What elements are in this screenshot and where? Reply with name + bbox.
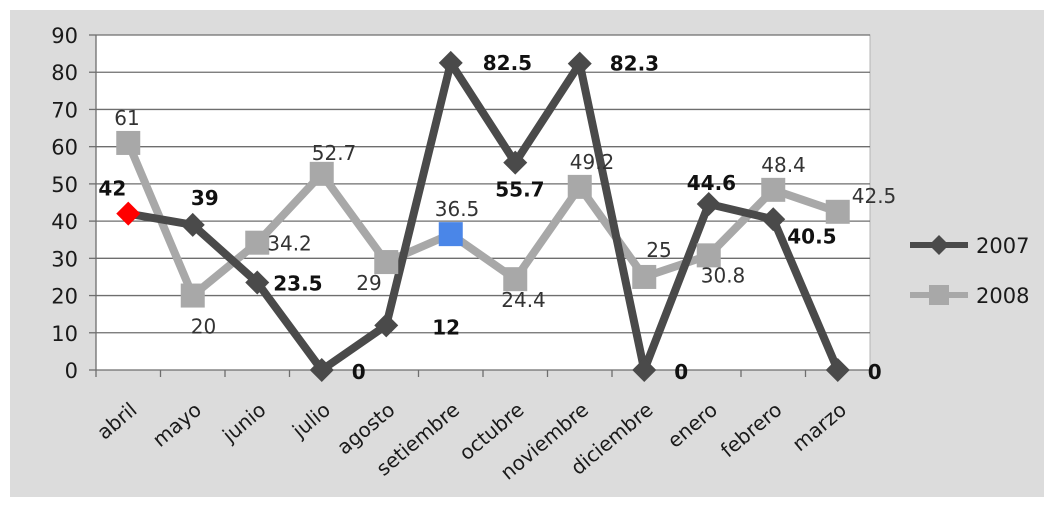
- data-point-2008: [503, 267, 528, 292]
- data-label-2008: 25: [646, 238, 671, 262]
- data-label-2008: 34.2: [267, 232, 312, 256]
- data-label-2008: 36.5: [435, 197, 480, 221]
- y-tick-label: 20: [51, 285, 78, 309]
- data-point-2007: [245, 270, 270, 295]
- data-label-2007: 82.3: [610, 52, 659, 76]
- data-point-2008: [696, 243, 721, 268]
- data-label-2008: 30.8: [701, 263, 746, 287]
- data-label-2007: 55.7: [495, 178, 544, 202]
- data-point-2008: [374, 250, 399, 275]
- data-point-2008: [567, 174, 592, 199]
- legend: 2007 2008: [910, 234, 1029, 308]
- data-label-2008: 52.7: [312, 141, 357, 165]
- data-point-2007: [503, 150, 528, 175]
- data-point-2007: [825, 358, 850, 382]
- y-tick-label: 50: [51, 173, 78, 197]
- series-line-2007: [127, 58, 842, 374]
- data-point-2008: [825, 199, 850, 224]
- data-label-2008: 61: [114, 106, 139, 130]
- data-label-2007: 39: [191, 186, 219, 210]
- data-point-2007: [567, 51, 592, 76]
- y-tick-label: 30: [51, 247, 78, 271]
- data-label-2007: 0: [674, 360, 688, 384]
- data-point-2008: [632, 264, 657, 289]
- data-point-2008: [245, 230, 270, 255]
- data-label-2008: 42.5: [852, 184, 897, 208]
- legend-label-2008: 2008: [976, 284, 1029, 308]
- data-label-2007: 23.5: [273, 272, 322, 296]
- legend-marker-2007: [929, 235, 949, 255]
- data-label-2007: 42: [98, 177, 126, 201]
- legend-marker-2008: [929, 285, 949, 305]
- y-axis: 0 10 20 30 40 50 60 70 80 90: [51, 24, 97, 383]
- data-point-2008: [438, 222, 463, 247]
- y-tick-label: 80: [51, 61, 78, 85]
- data-label-2008: 49.2: [570, 150, 615, 174]
- data-label-2008: 48.4: [761, 153, 806, 177]
- data-label-2007: 12: [432, 315, 460, 339]
- data-label-2007: 40.5: [787, 224, 836, 248]
- y-tick-label: 60: [51, 136, 78, 160]
- y-tick-label: 0: [65, 359, 78, 383]
- series-group: 42 39 23.5 0 12 82.5 55.7 82.3 0 44.6 40.5 0 61 20 34.…: [98, 51, 896, 384]
- data-label-2008: 29: [356, 271, 381, 295]
- y-tick-label: 40: [51, 210, 78, 234]
- data-point-2007: [374, 313, 399, 338]
- data-point-2007: [761, 207, 786, 232]
- y-tick-label: 90: [51, 24, 78, 48]
- data-point-2007: [632, 358, 657, 382]
- data-point-2008: [180, 283, 205, 308]
- data-label-2007: 0: [352, 360, 366, 384]
- legend-label-2007: 2007: [976, 234, 1029, 258]
- data-point-2007: [309, 358, 334, 382]
- data-label-2008: 24.4: [501, 288, 546, 312]
- data-label-2007: 0: [868, 360, 882, 384]
- data-point-2007: [696, 191, 721, 216]
- data-point-2007: [116, 201, 141, 226]
- data-point-2007: [180, 212, 205, 237]
- data-label-2008: 20: [191, 315, 216, 339]
- data-point-2007: [438, 50, 463, 75]
- y-tick-label: 10: [51, 322, 78, 346]
- data-point-2008: [761, 177, 786, 202]
- data-label-2007: 82.5: [483, 51, 532, 75]
- plot-area: [95, 34, 871, 371]
- data-label-2007: 44.6: [687, 171, 736, 195]
- data-point-2008: [309, 161, 334, 186]
- data-point-2008: [116, 130, 141, 155]
- y-tick-label: 70: [51, 98, 78, 122]
